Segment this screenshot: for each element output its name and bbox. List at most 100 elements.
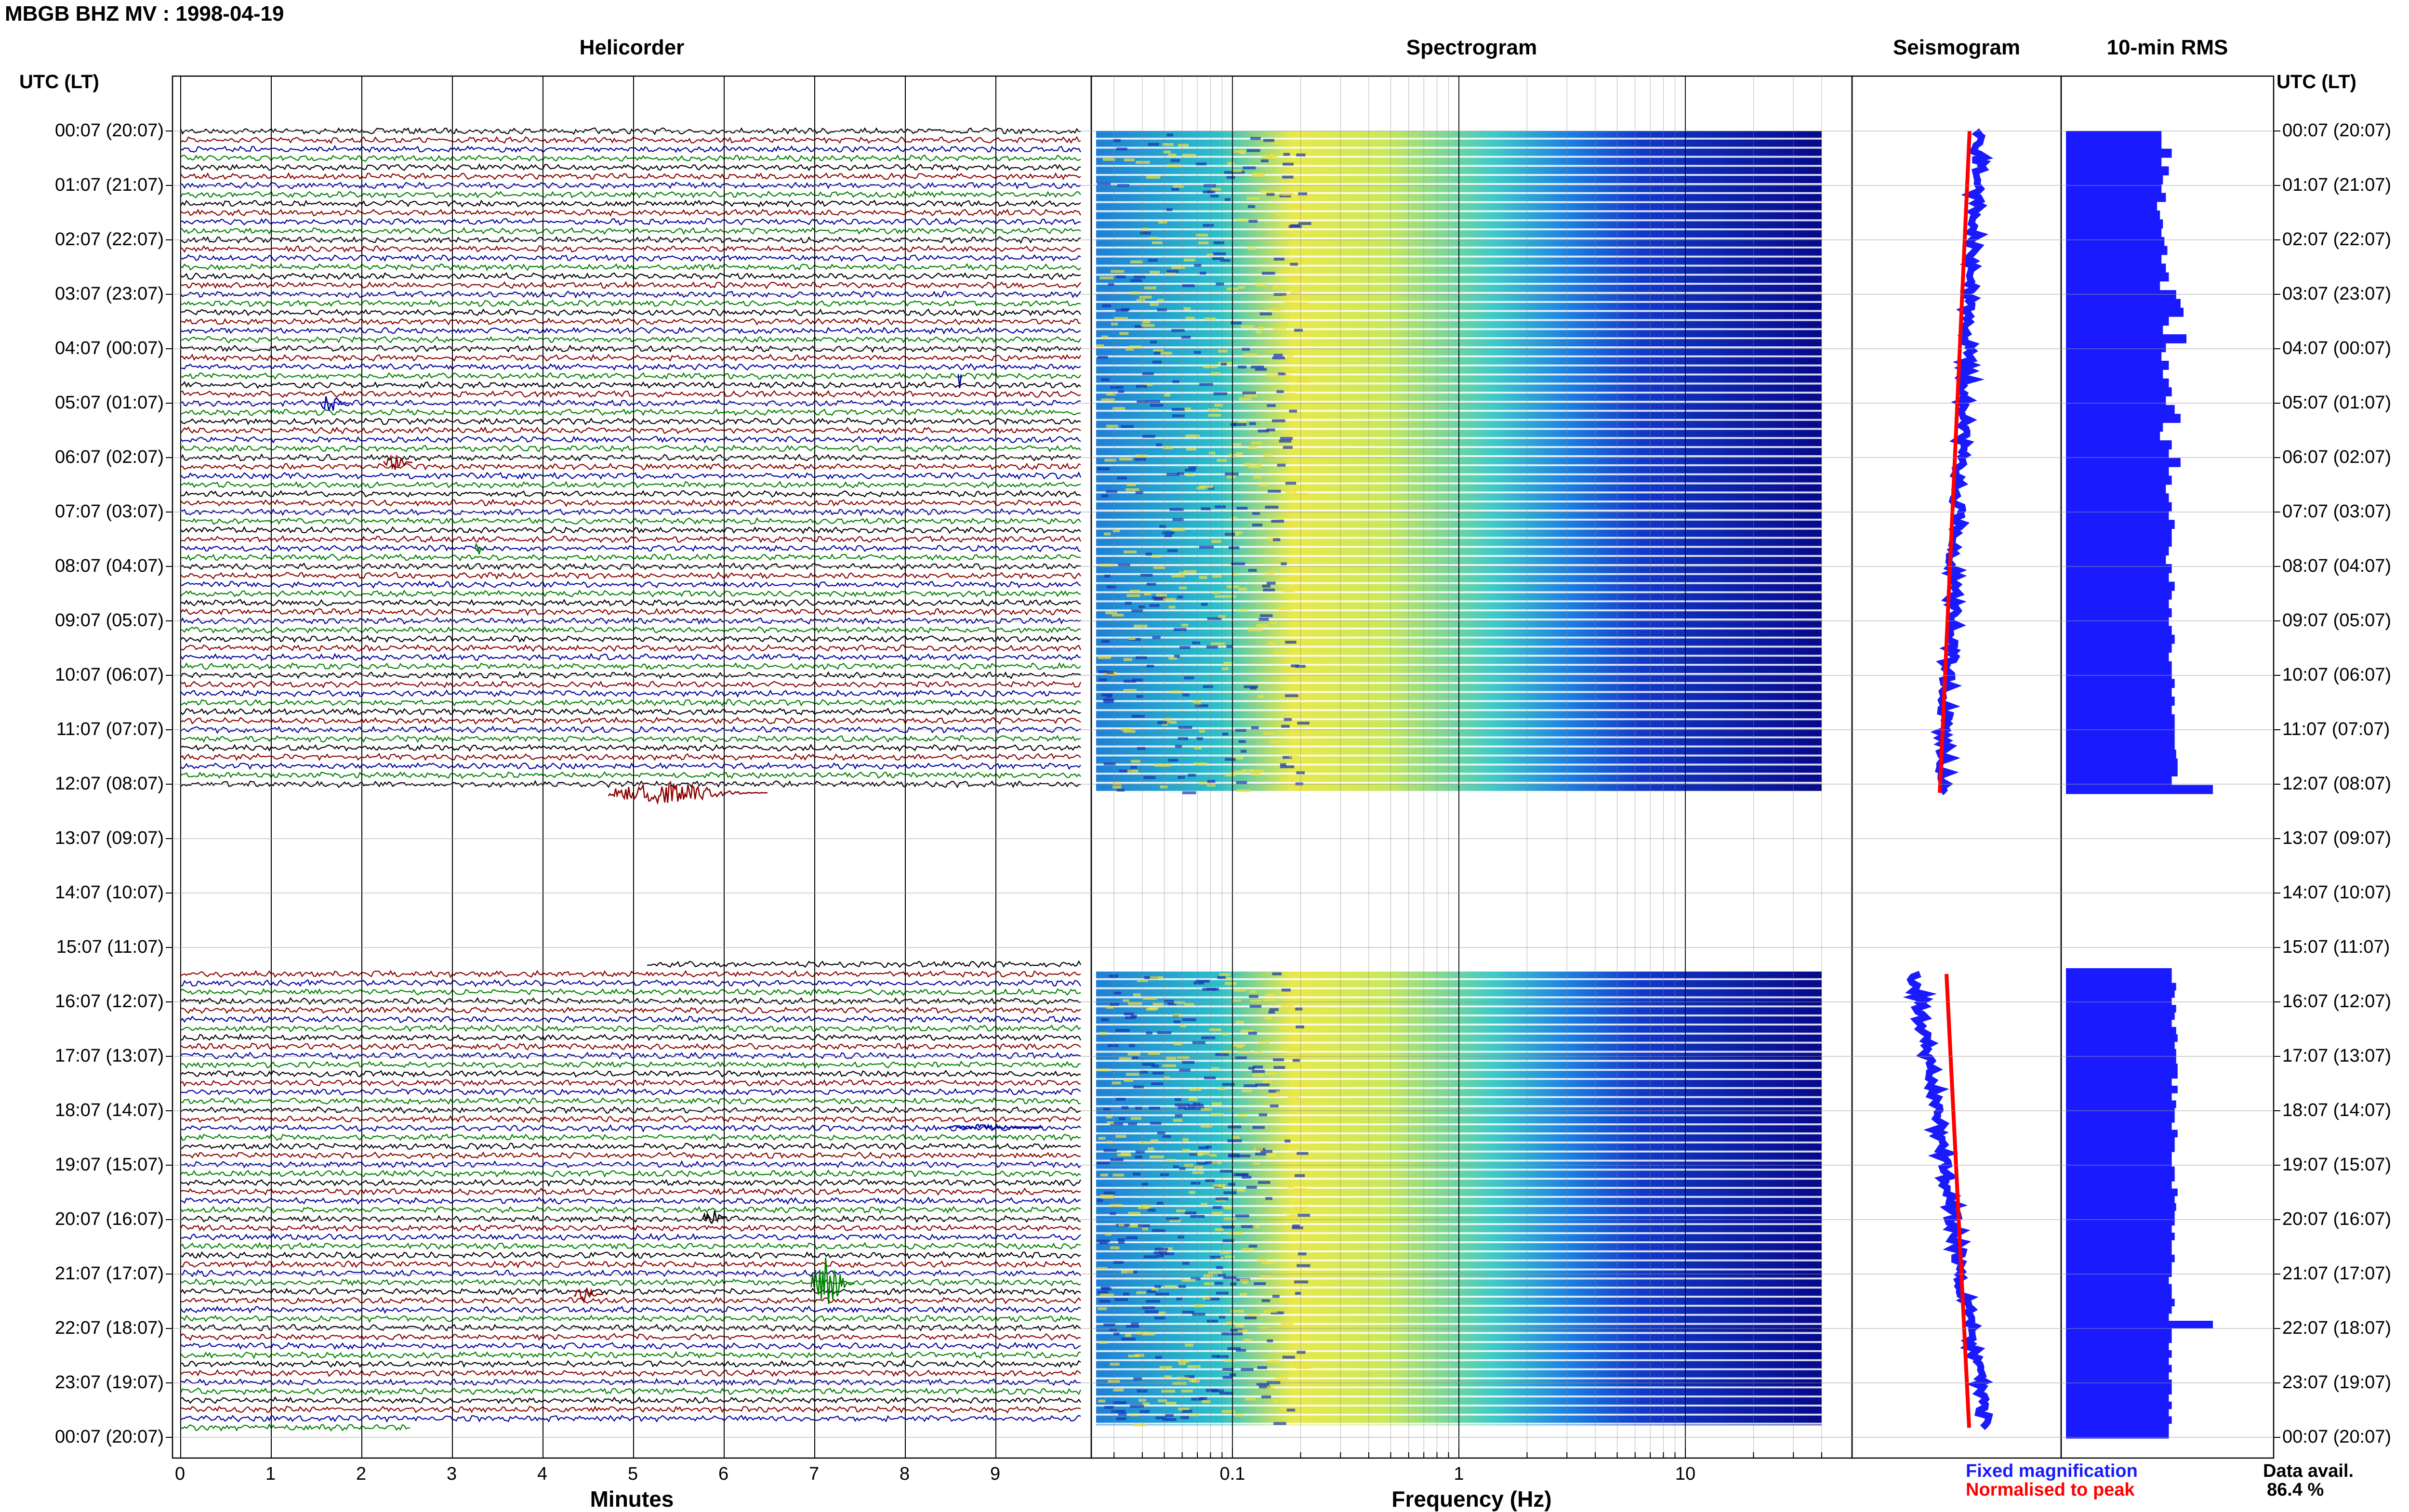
spectrogram-speckle — [1153, 597, 1166, 601]
spectrogram-speckle — [1259, 312, 1272, 316]
helicorder-trace — [180, 154, 1081, 162]
spectrogram-speckle — [1211, 1067, 1219, 1070]
spectrogram-speckle — [1224, 1217, 1237, 1221]
rms-bar — [2066, 1137, 2175, 1145]
spectrogram-speckle — [1135, 491, 1143, 494]
rms-bar — [2066, 458, 2181, 467]
spectrogram-speckle — [1285, 482, 1297, 485]
spectrogram-speckle — [1203, 685, 1213, 688]
spectrogram-speckle — [1228, 1125, 1242, 1129]
spectrogram-speckle — [1100, 1195, 1113, 1198]
spectrogram-speckle — [1112, 529, 1120, 532]
spectrogram-speckle — [1168, 759, 1178, 762]
rms-bar — [2066, 1328, 2172, 1336]
spectrogram-speckle — [1260, 614, 1273, 618]
helicorder-trace — [180, 635, 1081, 643]
spectrogram-speckle — [1211, 188, 1221, 191]
spectrogram-speckle — [1121, 1337, 1136, 1341]
spectrogram-speckle — [1262, 272, 1275, 275]
spectrogram-speckle — [1280, 765, 1295, 768]
spectrogram-speckle — [1279, 194, 1291, 197]
rms-bar — [2066, 581, 2175, 591]
spectrogram-speckle — [1216, 1266, 1223, 1269]
rms-bar — [2066, 158, 2162, 167]
spectrogram-speckle — [1211, 540, 1221, 543]
spectrogram-speckle — [1143, 1255, 1157, 1259]
helicorder-trace — [180, 1315, 1081, 1323]
minute-tick-label: 0 — [175, 1464, 185, 1484]
spectrogram-speckle — [1266, 428, 1275, 432]
spectrogram-speckle — [1183, 307, 1191, 310]
spectrogram-speckle — [1241, 325, 1254, 328]
spectrogram-speckle — [1108, 283, 1114, 286]
spectrogram-speckle — [1248, 1245, 1257, 1248]
spectrogram-speckle — [1225, 533, 1235, 536]
row-label-right: 07:07 (03:07) — [2282, 501, 2392, 522]
spectrogram-speckle — [1107, 671, 1113, 674]
spectrogram-speckle — [1164, 1375, 1172, 1379]
spectrogram-speckle — [1196, 1162, 1207, 1165]
spectrogram-speckle — [1159, 1366, 1172, 1369]
spectrogram-speckle — [1248, 569, 1257, 572]
row-label-left: 09:07 (05:07) — [54, 610, 164, 631]
helicorder-trace — [180, 1333, 1081, 1341]
rms-bar — [2066, 998, 2172, 1005]
spectrogram-speckle — [1276, 579, 1286, 582]
rms-bar — [2066, 325, 2163, 335]
spectrogram-speckle — [1172, 380, 1179, 383]
spectrogram-speckle — [1233, 443, 1242, 446]
rms-bar — [2066, 148, 2172, 158]
rms-bar — [2066, 1086, 2178, 1093]
spectrogram-speckle — [1124, 1078, 1134, 1082]
spectrogram-speckle — [1277, 463, 1286, 467]
helicorder-trace — [180, 1088, 1081, 1096]
spectrogram-speckle — [1164, 718, 1171, 721]
spectrogram-speckle — [1258, 1181, 1271, 1184]
helicorder-trace — [180, 1406, 1081, 1414]
spectrogram-speckle — [1262, 1261, 1276, 1264]
seismic-event — [810, 1257, 855, 1304]
spectrogram-speckle — [1199, 1397, 1207, 1400]
spectrogram-speckle — [1139, 1070, 1148, 1074]
helicorder-trace — [180, 1260, 1081, 1269]
rms-bar — [2066, 617, 2169, 626]
rms-bar — [2066, 644, 2172, 653]
rms-bar — [2066, 1174, 2175, 1182]
rms-bar — [2066, 352, 2162, 361]
spectrogram-speckle — [1203, 1274, 1213, 1277]
spectrogram-speckle — [1150, 237, 1158, 240]
seismic-event — [702, 1210, 727, 1224]
rms-bar — [2066, 219, 2163, 229]
spectrogram-speckle — [1137, 299, 1145, 302]
spectrogram-speckle — [1103, 762, 1116, 765]
helicorder-trace — [180, 1324, 1081, 1332]
helicorder-trace — [180, 1042, 1081, 1051]
helicorder-trace — [180, 245, 1081, 253]
spectrogram-speckle — [1244, 394, 1258, 397]
spectrogram-speckle — [1101, 378, 1110, 381]
spectrogram-speckle — [1205, 1297, 1220, 1301]
spectrogram-speckle — [1219, 1170, 1232, 1173]
spectrogram-speckle — [1223, 662, 1234, 665]
rms-bar — [2066, 1188, 2178, 1196]
row-label-right: 03:07 (23:07) — [2282, 284, 2392, 304]
spectrogram-speckle — [1117, 476, 1127, 480]
spectrogram-speckle — [1261, 190, 1273, 194]
spectrogram-speckle — [1107, 1044, 1119, 1047]
spectrogram-speckle — [1213, 1184, 1226, 1187]
spectrogram-speckle — [1206, 645, 1218, 649]
spectrogram-speckle — [1156, 593, 1167, 597]
spectrogram-speckle — [1205, 1179, 1215, 1183]
spectrogram-speckle — [1209, 451, 1216, 455]
spectrogram-speckle — [1290, 522, 1298, 526]
seismic-event — [957, 374, 962, 389]
helicorder-trace — [180, 1278, 1081, 1287]
spectrogram-speckle — [1135, 1354, 1144, 1357]
spectrogram-speckle — [1280, 992, 1292, 996]
spectrogram-speckle — [1192, 641, 1201, 644]
spectrogram-speckle — [1184, 407, 1191, 410]
spectrogram-speckle — [1137, 747, 1146, 750]
spectrogram-speckle — [1280, 271, 1286, 274]
spectrogram-speckle — [1221, 1410, 1236, 1413]
